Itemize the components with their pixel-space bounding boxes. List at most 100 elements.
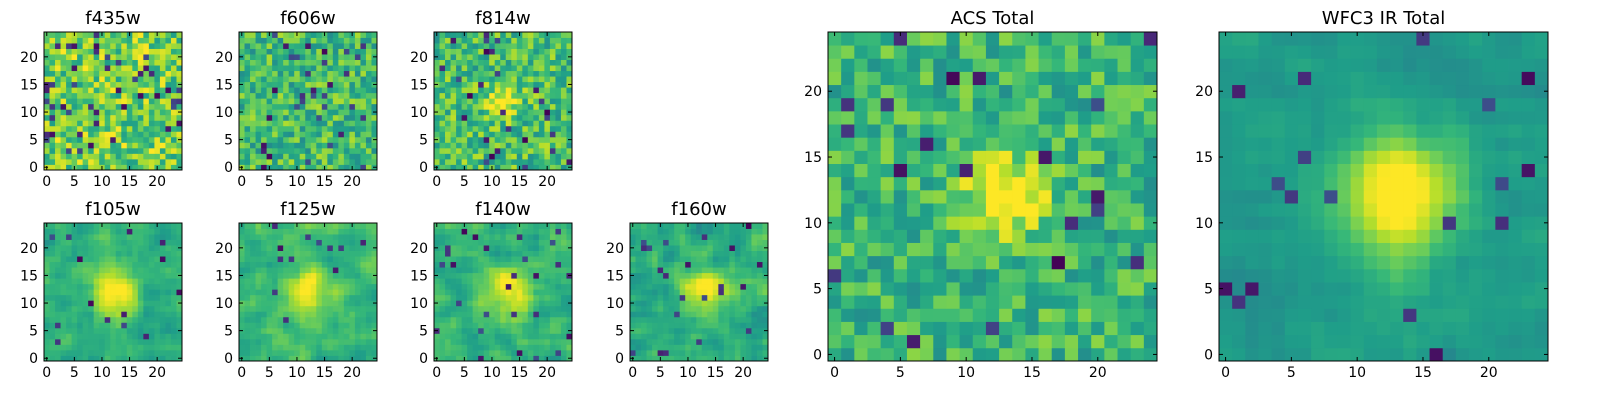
heatmap-cell: [349, 272, 356, 279]
heatmap-cell: [60, 153, 67, 160]
heatmap-cell: [445, 164, 451, 171]
heatmap-cell: [712, 261, 719, 268]
heatmap-cell: [272, 114, 279, 121]
heatmap-cell: [828, 189, 842, 204]
heatmap-cell: [762, 261, 769, 268]
heatmap-cell: [450, 239, 457, 246]
heatmap-cell: [176, 131, 183, 138]
heatmap-cell: [679, 316, 686, 323]
heatmap-cell: [867, 229, 882, 243]
heatmap-cell: [66, 349, 72, 356]
heatmap-cell: [538, 158, 545, 165]
heatmap-cell: [371, 37, 378, 44]
heatmap-cell: [365, 327, 372, 334]
heatmap-cell: [685, 316, 692, 323]
heatmap-cell: [255, 322, 262, 329]
heatmap-cell: [272, 142, 279, 149]
heatmap-cell: [99, 278, 106, 285]
heatmap-cell: [305, 349, 312, 356]
heatmap-cell: [701, 344, 708, 351]
heatmap-cell: [137, 278, 144, 285]
heatmap-cell: [283, 267, 290, 274]
heatmap-cell: [316, 283, 323, 290]
heatmap-cell: [338, 136, 345, 143]
heatmap-cell: [445, 272, 451, 279]
heatmap-cell: [110, 114, 117, 121]
heatmap-cell: [126, 147, 133, 154]
heatmap-cell: [44, 333, 50, 340]
heatmap-cell: [712, 245, 719, 251]
heatmap-cell: [985, 308, 1000, 322]
heatmap-cell: [294, 43, 301, 49]
heatmap-cell: [55, 289, 61, 296]
heatmap-cell: [516, 338, 523, 345]
heatmap-cell: [115, 278, 122, 285]
heatmap-cell: [44, 131, 50, 138]
heatmap-cell: [445, 338, 451, 345]
heatmap-cell: [1051, 295, 1066, 309]
heatmap-cell: [299, 65, 306, 72]
heatmap-cell: [261, 76, 267, 83]
heatmap-cell: [494, 272, 501, 279]
heatmap-cell: [1091, 282, 1105, 296]
heatmap-cell: [121, 70, 128, 77]
heatmap-cell: [148, 294, 155, 301]
heatmap-cell: [1091, 176, 1105, 191]
heatmap-cell: [99, 228, 106, 235]
heatmap-cell: [450, 70, 457, 77]
heatmap-cell: [972, 150, 987, 164]
heatmap-cell: [712, 300, 719, 307]
heatmap-cell: [445, 81, 451, 88]
heatmap-cell: [60, 147, 67, 154]
heatmap-cell: [115, 300, 122, 307]
heatmap-cell: [110, 239, 117, 246]
heatmap-cell: [439, 261, 446, 268]
heatmap-cell: [690, 322, 697, 329]
heatmap-cell: [560, 142, 567, 149]
heatmap-cell: [338, 65, 345, 72]
heatmap-cell: [321, 136, 328, 143]
heatmap-cell: [99, 338, 106, 345]
heatmap-cell: [365, 125, 372, 132]
heatmap-cell: [505, 239, 512, 246]
heatmap-cell: [170, 92, 177, 99]
heatmap-cell: [690, 338, 697, 345]
heatmap-cell: [434, 261, 440, 268]
heatmap-cell: [723, 250, 730, 257]
heatmap-cell: [93, 234, 100, 240]
heatmap-cell: [365, 158, 372, 165]
heatmap-cell: [66, 261, 72, 268]
heatmap-cell: [467, 267, 474, 274]
heatmap-cell: [272, 65, 279, 72]
heatmap-cell: [522, 76, 529, 83]
heatmap-cell: [511, 228, 518, 235]
heatmap-cell: [170, 228, 177, 235]
heatmap-cell: [159, 120, 166, 127]
heatmap-cell: [121, 278, 128, 285]
heatmap-cell: [99, 158, 106, 165]
heatmap-cell: [555, 239, 562, 246]
x-tick-label: 20: [148, 365, 166, 381]
heatmap-cell: [343, 289, 350, 296]
heatmap-cell: [327, 333, 334, 340]
heatmap-cell: [165, 98, 172, 105]
heatmap-cell: [712, 333, 719, 340]
heatmap-cell: [360, 223, 367, 229]
heatmap-cell: [110, 228, 117, 235]
heatmap-cell: [305, 344, 312, 351]
heatmap-cell: [472, 234, 479, 240]
heatmap-cell: [566, 125, 573, 132]
heatmap-cell: [516, 87, 523, 94]
heatmap-cell: [740, 294, 747, 301]
heatmap-cell: [82, 37, 89, 44]
heatmap-cell: [729, 256, 736, 263]
heatmap-cell: [723, 278, 730, 285]
heatmap-cell: [104, 114, 111, 121]
heatmap-cell: [66, 87, 72, 94]
heatmap-cell: [685, 327, 692, 334]
heatmap-cell: [439, 294, 446, 301]
heatmap-cell: [104, 37, 111, 44]
heatmap-cell: [110, 272, 117, 279]
heatmap-cell: [338, 37, 345, 44]
heatmap-cell: [99, 283, 106, 290]
